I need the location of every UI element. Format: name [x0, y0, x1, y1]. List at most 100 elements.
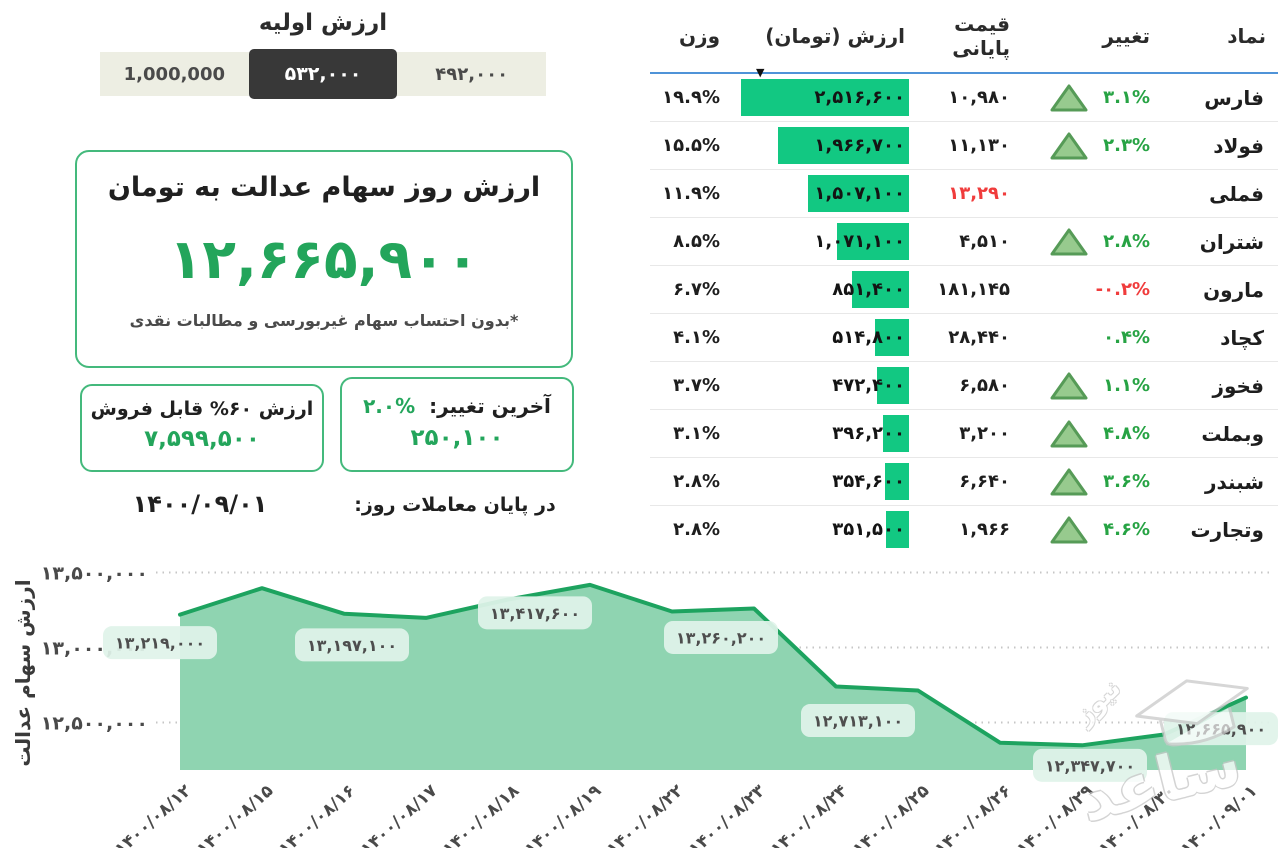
weight-percent: ۸.۵% [673, 231, 720, 252]
closing-price: ۶,۶۴۰ [959, 471, 1010, 492]
x-tick-label: ۱۴۰۰/۰۸/۱۶ [275, 781, 359, 848]
x-tick-label: ۱۴۰۰/۰۸/۳۰ [1095, 781, 1179, 848]
weight-percent: ۳.۷% [673, 375, 720, 396]
y-axis-title: ارزش سهام عدالت [11, 579, 35, 766]
tab-532000-active[interactable]: ۵۳۲,۰۰۰ [248, 49, 398, 99]
x-tick-label: ۱۴۰۰/۰۸/۱۷ [357, 780, 442, 848]
value-cell: ۸۵۱,۴۰۰ [732, 266, 915, 313]
point-annotation-label: ۱۲,۳۴۷,۷۰۰ [1045, 756, 1135, 775]
table-row: کچاد ۰.۴% ۲۸,۴۴۰ ۵۱۴,۸۰۰ ۴.۱% [650, 314, 1278, 362]
closing-price: ۱۸۱,۱۴۵ [937, 279, 1010, 300]
change-cell: ۴.۸% [1020, 419, 1160, 449]
table-row: فملی ۱۳,۲۹۰ ۱,۵۰۷,۱۰۰ ۱۱.۹% [650, 170, 1278, 218]
table-row: فارس ۳.۱% ۱۰,۹۸۰ ۲,۵۱۶,۶۰۰ ۱۹.۹% [650, 74, 1278, 122]
change-percent: ۴.۶% [1103, 519, 1150, 540]
value-cell: ۱,۵۰۷,۱۰۰ [732, 170, 915, 217]
change-cell: ۲.۳% [1020, 131, 1160, 161]
up-triangle-icon [1050, 84, 1088, 111]
value-cell: ۲,۵۱۶,۶۰۰ [732, 74, 915, 121]
x-tick-label: ۱۴۰۰/۰۸/۲۲ [603, 780, 688, 848]
stock-symbol: وبملت [1201, 421, 1264, 446]
weight-percent: ۱۹.۹% [662, 87, 720, 108]
value-amount: ۵۱۴,۸۰۰ [832, 327, 905, 348]
value-bar [877, 367, 909, 404]
tab-1000000[interactable]: 1,000,000 [123, 63, 226, 85]
value-amount: ۱,۹۶۶,۷۰۰ [814, 135, 905, 156]
point-annotation-badge [103, 626, 217, 660]
latest-change-amount: ۲۵۰,۱۰۰ [410, 425, 504, 451]
value-amount: ۱,۰۷۱,۱۰۰ [814, 231, 905, 252]
value-bar [741, 79, 909, 116]
report-date: ۱۴۰۰/۰۹/۰۱ [132, 490, 268, 518]
change-cell: ۳.۱% [1020, 83, 1160, 113]
closing-price: ۱,۹۶۶ [959, 519, 1010, 540]
tab-492000[interactable]: ۴۹۲,۰۰۰ [435, 63, 509, 85]
weight-percent: ۳.۱% [673, 423, 720, 444]
table-row: وتجارت ۴.۶% ۱,۹۶۶ ۳۵۱,۵۰۰ ۲.۸% [650, 506, 1278, 553]
value-cell: ۴۷۲,۴۰۰ [732, 362, 915, 409]
change-percent: ۴.۸% [1103, 423, 1150, 444]
sellable-value-amount: ۷,۵۹۹,۵۰۰ [144, 426, 260, 452]
value-amount: ۲,۵۱۶,۶۰۰ [814, 87, 905, 108]
value-amount: ۳۵۱,۵۰۰ [832, 519, 905, 540]
value-cell: ۳۵۱,۵۰۰ [732, 506, 915, 553]
point-annotation-label: ۱۳,۲۱۹,۰۰۰ [115, 634, 205, 653]
up-triangle-icon [1050, 132, 1088, 159]
point-annotation-label: ۱۲,۶۶۵,۹۰۰ [1176, 720, 1266, 739]
value-cell: ۳۵۴,۶۰۰ [732, 458, 915, 505]
sort-descending-icon[interactable]: ▼ [756, 66, 765, 79]
closing-price: ۱۱,۱۳۰ [948, 135, 1010, 156]
stock-symbol: وتجارت [1190, 517, 1264, 542]
header-value-toman[interactable]: ارزش (تومان) ▼ [732, 24, 915, 79]
x-tick-label: ۱۴۰۰/۰۸/۱۲ [111, 780, 196, 848]
x-tick-label: ۱۴۰۰/۰۸/۲۴ [767, 781, 851, 848]
latest-change-row: آخرین تغییر: ۲.۰% [342, 394, 572, 418]
value-cell: ۱,۹۶۶,۷۰۰ [732, 122, 915, 169]
today-value-title: ارزش روز سهام عدالت به تومان [107, 172, 541, 203]
stock-symbol: شتران [1199, 229, 1264, 254]
x-tick-label: ۱۴۰۰/۰۸/۱۹ [521, 780, 606, 848]
latest-change-card: آخرین تغییر: ۲.۰% ۲۵۰,۱۰۰ [340, 377, 574, 472]
value-amount: ۳۵۴,۶۰۰ [832, 471, 905, 492]
value-bar [886, 511, 909, 548]
table-row: شتران ۲.۸% ۴,۵۱۰ ۱,۰۷۱,۱۰۰ ۸.۵% [650, 218, 1278, 266]
area-fill [180, 584, 1246, 770]
header-symbol: نماد [1227, 24, 1266, 48]
table-row: شبندر ۳.۶% ۶,۶۴۰ ۳۵۴,۶۰۰ ۲.۸% [650, 458, 1278, 506]
point-annotation-badge [664, 620, 778, 654]
x-tick-label: ۱۴۰۰/۰۸/۲۳ [685, 780, 770, 848]
point-annotation-label: ۱۳,۱۹۷,۱۰۰ [307, 636, 397, 655]
latest-change-label: آخرین تغییر: [429, 394, 551, 418]
y-tick-label: ۱۳,۵۰۰,۰۰۰ [41, 563, 148, 585]
table-row: فولاد ۲.۳% ۱۱,۱۳۰ ۱,۹۶۶,۷۰۰ ۱۵.۵% [650, 122, 1278, 170]
value-bar [883, 415, 909, 452]
weight-percent: ۱۵.۵% [662, 135, 720, 156]
value-amount: ۳۹۶,۲۰۰ [832, 423, 905, 444]
x-tick-label: ۱۴۰۰/۰۸/۱۵ [193, 781, 277, 848]
header-value-toman-label: ارزش (تومان) [765, 24, 905, 48]
initial-value-section: ارزش اولیه 1,000,000 ۵۳۲,۰۰۰ ۴۹۲,۰۰۰ [100, 10, 546, 99]
x-tick-label: ۱۴۰۰/۰۸/۲۹ [1013, 780, 1098, 848]
closing-price: ۳,۲۰۰ [959, 423, 1010, 444]
point-annotation-label: ۱۲,۷۱۳,۱۰۰ [813, 712, 903, 731]
weight-percent: ۱۱.۹% [662, 183, 720, 204]
point-annotation-badge [801, 704, 915, 738]
up-triangle-icon [1050, 468, 1088, 495]
stock-symbol: فخوز [1212, 373, 1264, 398]
closing-price: ۱۰,۹۸۰ [948, 87, 1010, 108]
change-percent: -۰.۲% [1095, 279, 1150, 300]
value-bar [885, 463, 909, 500]
stock-symbol: فملی [1209, 181, 1264, 206]
stock-symbol: فارس [1204, 85, 1264, 110]
value-cell: ۵۱۴,۸۰۰ [732, 314, 915, 361]
today-value-amount: ۱۲,۶۶۵,۹۰۰ [168, 227, 480, 291]
stocks-table-header: نماد تغییر قیمت پایانی ارزش (تومان) ▼ وز… [650, 0, 1278, 79]
stock-symbol: کچاد [1220, 325, 1264, 350]
y-tick-label: ۱۲,۵۰۰,۰۰۰ [41, 712, 148, 734]
value-cell: ۱,۰۷۱,۱۰۰ [732, 218, 915, 265]
table-row: مارون -۰.۲% ۱۸۱,۱۴۵ ۸۵۱,۴۰۰ ۶.۷% [650, 266, 1278, 314]
sellable-value-label: ارزش ۶۰% قابل فروش [90, 398, 314, 420]
point-annotation-badge [1033, 748, 1147, 782]
up-triangle-icon [1050, 228, 1088, 255]
